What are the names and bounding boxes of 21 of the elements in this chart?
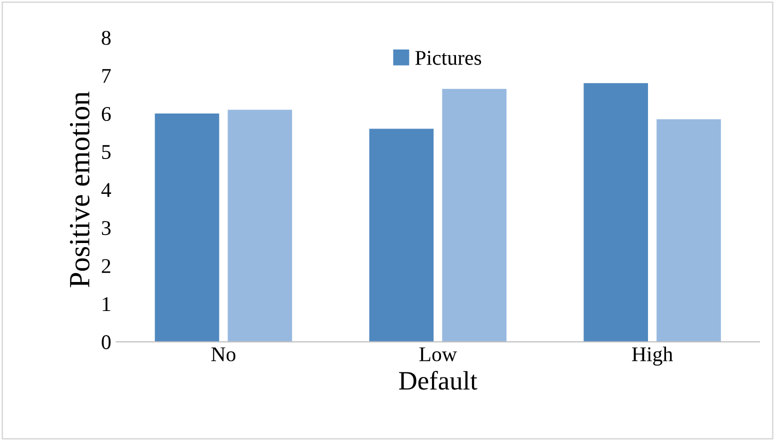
x-axis-title: Default (399, 370, 478, 390)
y-tick-label: 3 (102, 221, 111, 236)
x-tick-label: No (211, 347, 236, 362)
bar (656, 119, 721, 342)
bar (584, 83, 648, 342)
y-tick-label: 8 (102, 30, 111, 45)
x-tick-label: High (632, 346, 673, 366)
y-tick-label: 4 (101, 183, 112, 197)
y-tick-label: 1 (102, 297, 110, 311)
y-axis-title: Positive emotion (70, 92, 90, 288)
y-tick-label: 6 (102, 106, 111, 121)
y-tick-label: 0 (102, 335, 111, 350)
bar (369, 128, 434, 342)
legend-label: Pictures (415, 50, 482, 65)
x-tick-label: Low (419, 347, 457, 362)
y-tick-label: 2 (102, 259, 110, 273)
bar (442, 88, 506, 342)
y-tick-label: 7 (102, 69, 111, 83)
y-tick-label: 5 (102, 145, 111, 160)
bar (228, 110, 292, 342)
bar (154, 114, 220, 342)
